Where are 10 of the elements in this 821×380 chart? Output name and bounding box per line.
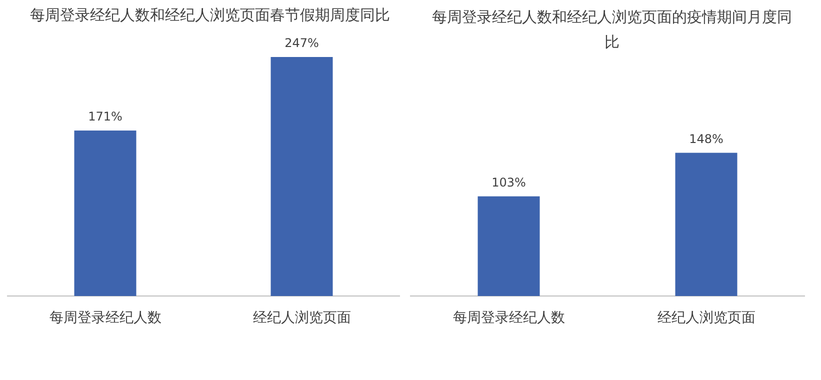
x-tick-label: 每周登录经纪人数 [452, 310, 565, 326]
data-label: 148% [689, 132, 724, 146]
data-label: 171% [88, 110, 122, 124]
data-label: 247% [284, 36, 319, 50]
chart-title: 每周登录经纪人数和经纪人浏览页面春节假期周度同比 [30, 6, 390, 24]
data-label: 103% [492, 175, 526, 190]
chart-title: 每周登录经纪人数和经纪人浏览页面的疫情期间月度同比 [432, 8, 792, 51]
x-tick-label: 每周登录经纪人数 [49, 310, 162, 326]
x-tick-label: 经纪人浏览页面 [252, 310, 351, 326]
x-tick-label: 经纪人浏览页面 [657, 310, 756, 326]
